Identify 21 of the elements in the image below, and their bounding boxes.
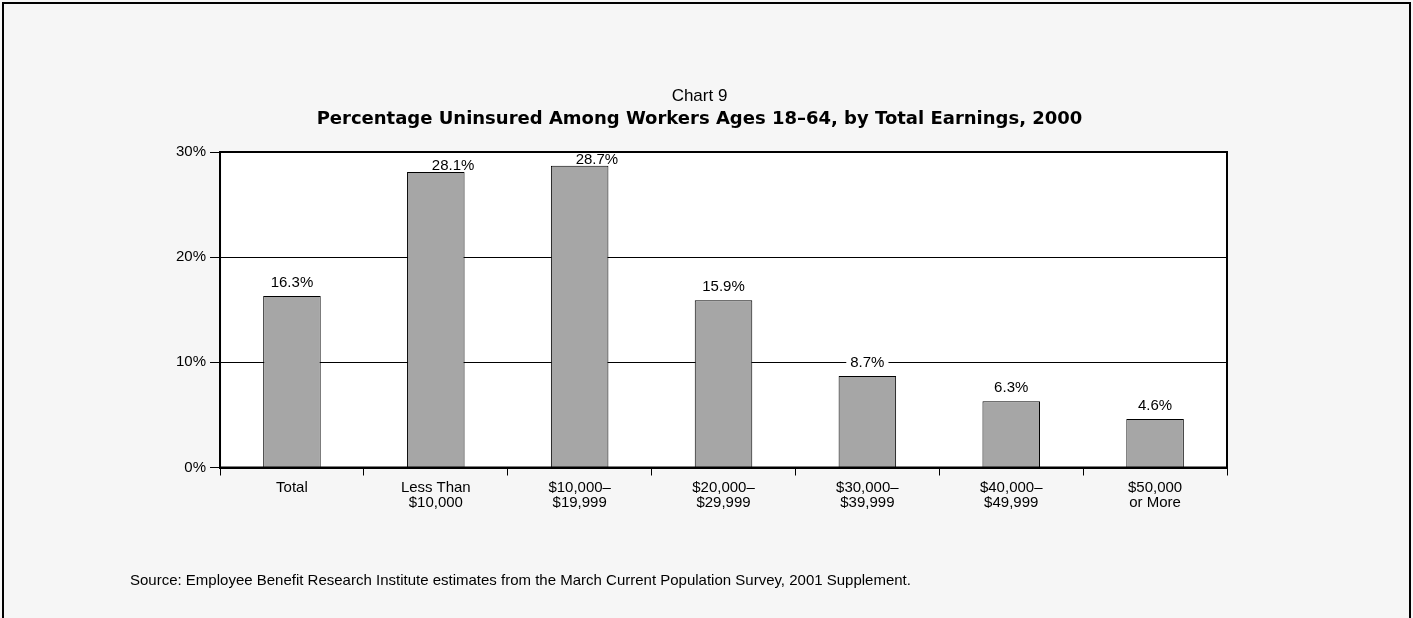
x-tick-label: $20,000– $29,999 [692,477,756,511]
x-tick-label: $50,000 or More [1127,477,1183,511]
data-label: 8.7% [850,353,885,371]
data-label: 16.3% [270,273,314,291]
y-tick-label: 0% [184,457,207,475]
y-tick-label: 30% [175,142,207,160]
data-label: 15.9% [702,277,745,295]
source-note: Source: Employee Benefit Research Institute estimates from the March Current Population Survey, 2001 Supplement. [130,571,911,588]
data-label: 28.7% [575,149,619,167]
x-tick-label: Less Than $10,000 [400,477,471,511]
y-tick-label: 10% [175,352,207,370]
data-label: 4.6% [1137,396,1173,414]
x-tick-label: $40,000– $49,999 [979,477,1044,511]
data-label: 6.3% [994,378,1029,396]
x-tick-label: Total [276,477,308,495]
data-label: 28.1% [431,155,475,173]
chart-title: Chart 9 [671,85,728,105]
chart-subtitle: Percentage Uninsured Among Workers Ages 18–64, by Total Earnings, 2000 [316,106,1083,128]
x-tick-label: $10,000– $19,999 [548,477,612,511]
x-tick-label: $30,000– $39,999 [836,477,900,511]
y-tick-label: 20% [175,247,207,265]
